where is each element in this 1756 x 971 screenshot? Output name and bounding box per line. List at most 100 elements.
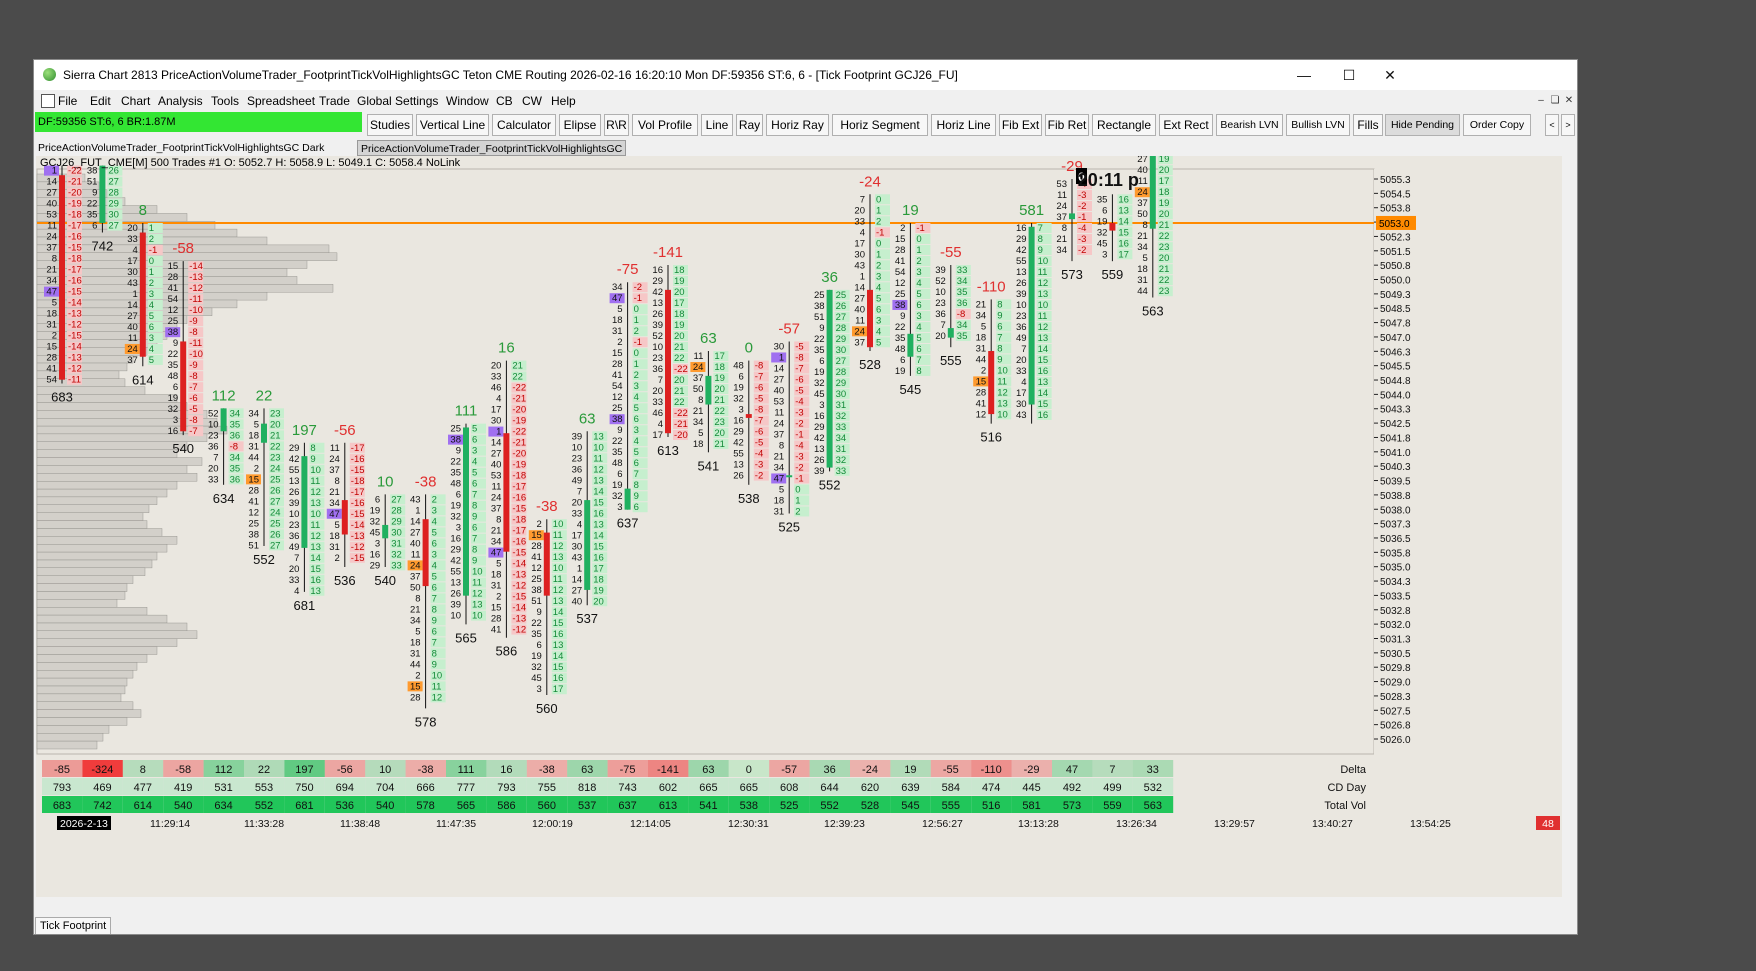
footprint-ask-cell bbox=[1117, 205, 1133, 216]
footprint-ask-cell bbox=[632, 282, 648, 293]
footprint-ask-cell bbox=[511, 415, 527, 426]
footprint-ask-cell bbox=[632, 458, 648, 469]
footprint-ask-cell bbox=[592, 431, 608, 442]
bar-volume-label: 541 bbox=[698, 458, 720, 473]
footprint-chart[interactable]: 1 -22 14 -21 27 -20 40 -19 53 -18 11 -17 24 -16 37 -15 8… bbox=[36, 156, 1562, 897]
stat-value: -38 bbox=[539, 764, 555, 776]
footprint-ask-value: 36 bbox=[230, 430, 241, 441]
footprint-ask-value: -17 bbox=[351, 443, 365, 454]
footprint-bid-value: 26 bbox=[652, 309, 663, 320]
ray-button[interactable]: Ray bbox=[736, 114, 763, 136]
minimize-icon[interactable]: — bbox=[1297, 67, 1311, 83]
footprint-ask-cell bbox=[349, 486, 365, 497]
footprint-ask-cell bbox=[713, 406, 729, 417]
footprint-bid-value: 5 bbox=[779, 484, 784, 495]
stat-value: 531 bbox=[214, 782, 232, 794]
menu-window[interactable]: Window bbox=[446, 94, 489, 108]
footprint-highlight-cell bbox=[892, 299, 908, 310]
menu-edit[interactable]: Edit bbox=[90, 94, 111, 108]
mdi-minimize-icon[interactable]: – bbox=[1538, 95, 1544, 106]
elipse-button[interactable]: Elipse bbox=[559, 114, 601, 136]
footprint-bid-value: 53 bbox=[774, 396, 785, 407]
ext-rect-button[interactable]: Ext Rect bbox=[1159, 114, 1213, 136]
scroll-left-icon[interactable]: < bbox=[1545, 114, 1559, 136]
menu-cb[interactable]: CB bbox=[496, 94, 513, 108]
line-button[interactable]: Line bbox=[701, 114, 733, 136]
footprint-bid-value: 35 bbox=[1097, 194, 1108, 205]
horiz-ray-button[interactable]: Horiz Ray bbox=[766, 114, 829, 136]
footprint-bid-value: 51 bbox=[814, 312, 825, 323]
tab-footprint[interactable]: PriceActionVolumeTrader_FootprintTickVol… bbox=[357, 140, 627, 156]
vertical-line-button[interactable]: Vertical Line bbox=[416, 114, 489, 136]
menu-analysis[interactable]: Analysis bbox=[158, 94, 203, 108]
footprint-ask-cell bbox=[551, 574, 567, 585]
horiz-line-button[interactable]: Horiz Line bbox=[931, 114, 996, 136]
footprint-bid-value: 33 bbox=[208, 474, 219, 485]
footprint-ask-value: 23 bbox=[270, 408, 281, 419]
footprint-ask-value: 4 bbox=[432, 560, 437, 571]
menu-trade[interactable]: Trade bbox=[319, 94, 350, 108]
risk-reward-button[interactable]: R\R bbox=[604, 114, 629, 136]
menu-cw[interactable]: CW bbox=[522, 94, 542, 108]
footprint-bid-value: 16 bbox=[168, 426, 179, 437]
footprint-ask-cell bbox=[794, 374, 810, 385]
footprint-bid-value: 42 bbox=[289, 454, 300, 465]
footprint-bid-value: 29 bbox=[814, 422, 825, 433]
stat-cell bbox=[648, 760, 689, 777]
footprint-bid-value: 23 bbox=[935, 298, 946, 309]
footprint-bid-value: 38 bbox=[168, 327, 179, 338]
footprint-ask-cell bbox=[511, 602, 527, 613]
close-icon[interactable]: ✕ bbox=[1384, 67, 1396, 83]
footprint-ask-value: 13 bbox=[1038, 289, 1049, 300]
footprint-ask-cell bbox=[309, 497, 325, 508]
menu-help[interactable]: Help bbox=[551, 94, 576, 108]
stat-value: 563 bbox=[1144, 800, 1162, 812]
mdi-restore-icon[interactable]: ❏ bbox=[1550, 95, 1560, 106]
tab-footprint-dark[interactable]: PriceActionVolumeTrader_FootprintTickVol… bbox=[38, 142, 325, 154]
status-box: DF:59356 ST:6, 6 BR:1.87M bbox=[35, 112, 362, 132]
stat-value: 197 bbox=[295, 764, 313, 776]
volume-profile-bar bbox=[36, 709, 142, 718]
studies-button[interactable]: Studies bbox=[367, 114, 413, 136]
footprint-ask-cell bbox=[592, 453, 608, 464]
footprint-ask-cell bbox=[349, 442, 365, 453]
scroll-right-icon[interactable]: > bbox=[1561, 114, 1575, 136]
footprint-ask-cell bbox=[753, 437, 769, 448]
footprint-bid-value: 3 bbox=[1102, 249, 1107, 260]
order-copy-button[interactable]: Order Copy bbox=[1463, 114, 1531, 136]
volume-profile-bar bbox=[36, 685, 126, 695]
menu-tools[interactable]: Tools bbox=[211, 94, 240, 108]
footprint-bid-value: 22 bbox=[450, 457, 461, 468]
fib-ret-button[interactable]: Fib Ret bbox=[1045, 114, 1089, 136]
menu-chart[interactable]: Chart bbox=[121, 94, 151, 108]
footprint-ask-cell bbox=[632, 315, 648, 326]
footprint-bid-value: 4 bbox=[133, 245, 138, 256]
hide-pending-button[interactable]: Hide Pending bbox=[1385, 114, 1460, 136]
footprint-ask-cell bbox=[834, 366, 850, 377]
footprint-bid-value: 25 bbox=[450, 424, 461, 435]
stat-cell bbox=[769, 796, 810, 813]
menu-global-settings[interactable]: Global Settings bbox=[357, 94, 439, 108]
menu-spreadsheet[interactable]: Spreadsheet bbox=[247, 94, 316, 108]
rectangle-button[interactable]: Rectangle bbox=[1092, 114, 1156, 136]
footprint-bid-value: 22 bbox=[895, 322, 906, 333]
bottom-tab-tick-footprint[interactable]: Tick Footprint bbox=[35, 917, 112, 934]
horiz-segment-button[interactable]: Horiz Segment bbox=[832, 114, 928, 136]
footprint-highlight-cell bbox=[609, 293, 625, 304]
menu-file[interactable]: File bbox=[58, 94, 78, 108]
fills-button[interactable]: Fills bbox=[1353, 114, 1383, 136]
footprint-ask-value: -15 bbox=[512, 504, 526, 515]
bullish-lvn-button[interactable]: Bullish LVN bbox=[1286, 114, 1350, 136]
chart-window-icon[interactable] bbox=[41, 94, 55, 108]
calculator-button[interactable]: Calculator bbox=[492, 114, 556, 136]
maximize-icon[interactable]: ☐ bbox=[1342, 67, 1356, 83]
footprint-ask-cell bbox=[107, 220, 123, 231]
vol-profile-button[interactable]: Vol Profile bbox=[632, 114, 698, 136]
candle-body bbox=[99, 165, 106, 223]
mdi-close-icon[interactable]: ✕ bbox=[1564, 95, 1574, 106]
fib-ext-button[interactable]: Fib Ext bbox=[999, 114, 1042, 136]
footprint-ask-value: 8 bbox=[472, 545, 477, 556]
footprint-ask-value: 6 bbox=[149, 322, 154, 333]
bearish-lvn-button[interactable]: Bearish LVN bbox=[1216, 114, 1283, 136]
